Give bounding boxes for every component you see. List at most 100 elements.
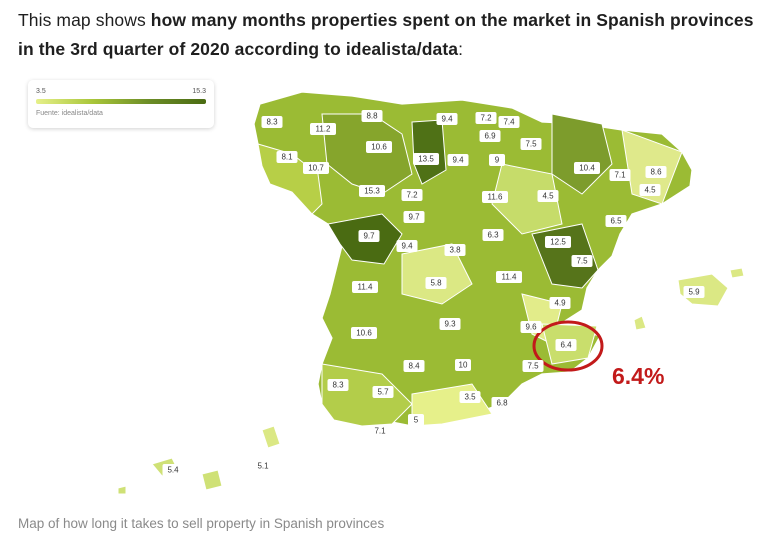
province-label-bg — [520, 138, 542, 150]
province-label-bg — [482, 229, 504, 241]
highlight-circle — [532, 320, 604, 372]
province-label-bg — [359, 185, 385, 197]
legend-source: Fuente: idealista/data — [36, 110, 103, 117]
province-label-bg — [555, 339, 577, 351]
province-value-label: 4.5 — [542, 192, 554, 201]
province-label-bg — [491, 397, 513, 409]
province-value-label: 8.6 — [650, 168, 662, 177]
province-label-bg — [327, 379, 349, 391]
province-label-bg — [425, 277, 447, 289]
province-value-label: 9.4 — [401, 242, 413, 251]
province-label-bg — [683, 286, 705, 298]
province-value-label: 7.4 — [503, 118, 515, 127]
province-label-bg — [571, 255, 593, 267]
province-label-bg — [475, 112, 497, 124]
intro-text: This map shows how many months propertie… — [18, 6, 758, 64]
province-label-bg — [574, 162, 600, 174]
province-label-bg — [605, 215, 627, 227]
province-label-bg — [403, 360, 425, 372]
province-label-bg — [639, 184, 661, 196]
province-value-label: 7.5 — [525, 140, 537, 149]
province-value-label: 5.1 — [257, 462, 269, 471]
province-value-label: 12.5 — [550, 238, 566, 247]
province-value-label: 13.5 — [418, 155, 434, 164]
province-value-label: 6.8 — [496, 399, 508, 408]
province-value-label: 10.4 — [579, 164, 595, 173]
province-value-label: 10.7 — [308, 164, 324, 173]
province-value-label: 5.4 — [167, 466, 179, 475]
province-value-label: 10 — [459, 361, 468, 370]
legend: 3.5 15.3 Fuente: idealista/data — [28, 80, 214, 128]
province-value-label: 11.4 — [358, 283, 374, 292]
province-label-bg — [447, 154, 469, 166]
province-label-bg — [645, 166, 667, 178]
province-value-label: 7.2 — [480, 114, 492, 123]
province-label-bg — [366, 141, 392, 153]
intro-bold: how many months properties spent on the … — [18, 10, 754, 59]
province-label-bg — [351, 327, 377, 339]
province-label-bg — [520, 321, 542, 333]
province-value-label: 11.4 — [502, 273, 518, 282]
legend-max: 15.3 — [192, 88, 206, 95]
province-label-bg — [545, 236, 571, 248]
intro-lead: This map shows — [18, 10, 151, 30]
province-label-bg — [401, 189, 423, 201]
province-map-svg: 8.3 11.2 8.8 9.4 7.2 7.4 6.9 8.1 10.6 13.5 9.4 9 7.5… — [117, 91, 745, 495]
province-value-label: 9 — [495, 156, 500, 165]
province-value-label: 9.7 — [408, 213, 420, 222]
province-value-label: 5.9 — [688, 288, 700, 297]
spain-map: 8.3 11.2 8.8 9.4 7.2 7.4 6.9 8.1 10.6 13.5 9.4 9 7.5… — [22, 74, 762, 514]
province-value-label: 4.9 — [554, 299, 566, 308]
province-label-bg — [358, 230, 380, 242]
province-value-label: 7.1 — [614, 171, 626, 180]
balearic-islands — [633, 267, 745, 331]
province-value-label: 6.4 — [560, 341, 572, 350]
province-value-label: 7.2 — [406, 191, 418, 200]
province-label-bg — [361, 110, 383, 122]
province-label-bg — [455, 359, 471, 371]
province-value-label: 11.2 — [316, 125, 332, 134]
province-label-bg — [549, 297, 571, 309]
province-value-label: 6.5 — [610, 217, 622, 226]
province-value-label: 9.7 — [363, 232, 375, 241]
province-value-label: 5.7 — [377, 388, 389, 397]
province-label-bg — [408, 414, 424, 426]
province-value-label: 10.6 — [356, 329, 372, 338]
province-value-label: 10.6 — [371, 143, 387, 152]
province-value-label: 9.4 — [452, 156, 464, 165]
province-value-label: 8.8 — [366, 112, 378, 121]
province-label-bg — [522, 360, 544, 372]
province-label-bg — [444, 244, 466, 256]
legend-gradient-bar — [36, 99, 206, 104]
province-value-label: 4.5 — [644, 186, 656, 195]
province-label-bg — [369, 425, 391, 437]
province-label-bg — [459, 391, 481, 403]
province-label-bg — [439, 318, 461, 330]
province-label-bg — [372, 386, 394, 398]
province-label-bg — [479, 130, 501, 142]
province-label-bg — [276, 151, 298, 163]
province-label-bg — [303, 162, 329, 174]
province-value-label: 8.4 — [408, 362, 420, 371]
province-value-label: 7.5 — [527, 362, 539, 371]
province-value-label: 8.3 — [332, 381, 344, 390]
province-value-label: 9.6 — [525, 323, 537, 332]
province-value-label: 11.6 — [488, 193, 504, 202]
province-label-bg — [436, 113, 458, 125]
province-label-bg — [310, 123, 336, 135]
province-value-label: 6.9 — [484, 132, 496, 141]
province-label-bg — [403, 211, 425, 223]
province-label-bg — [162, 464, 184, 476]
province-value-label: 9.4 — [441, 115, 453, 124]
legend-min: 3.5 — [36, 88, 46, 95]
province-value-label: 8.3 — [266, 118, 278, 127]
province-label-bg — [489, 154, 505, 166]
province-label-bg — [498, 116, 520, 128]
province-value-label: 8.1 — [281, 153, 293, 162]
map-caption: Map of how long it takes to sell propert… — [18, 516, 385, 531]
province-value-label: 15.3 — [364, 187, 380, 196]
province-label-bg — [413, 153, 439, 165]
province-label-bg — [537, 190, 559, 202]
province-value-label: 7.1 — [374, 427, 386, 436]
province-value-label: 5.8 — [430, 279, 442, 288]
